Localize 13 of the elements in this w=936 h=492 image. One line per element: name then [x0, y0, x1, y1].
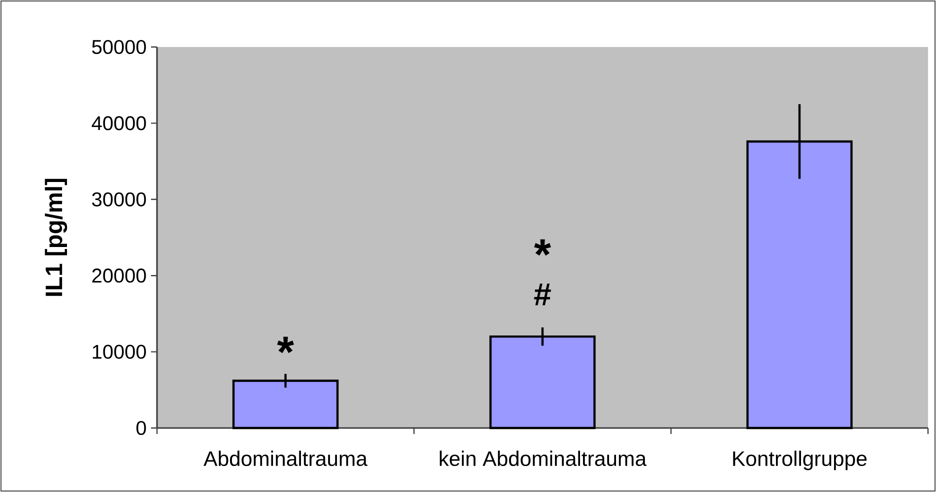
- y-tick-label: 20000: [92, 268, 146, 283]
- x-tick-label: kein Abdominaltrauma: [440, 450, 647, 466]
- y-tick-label: 40000: [92, 116, 146, 130]
- y-tick-label: 50000: [92, 40, 146, 54]
- annotation: *: [277, 336, 294, 354]
- y-axis-title: IL1 [pg/ml]: [44, 178, 68, 296]
- x-tick-label: Abdominaltrauma: [204, 450, 368, 466]
- y-tick-label: 30000: [92, 192, 146, 206]
- y-tick-label: 10000: [92, 344, 146, 359]
- y-tick-label: 0: [136, 420, 146, 436]
- x-tick-label: Kontrollgruppe: [733, 450, 867, 470]
- annotation: #: [534, 284, 551, 306]
- annotation: *: [534, 239, 551, 256]
